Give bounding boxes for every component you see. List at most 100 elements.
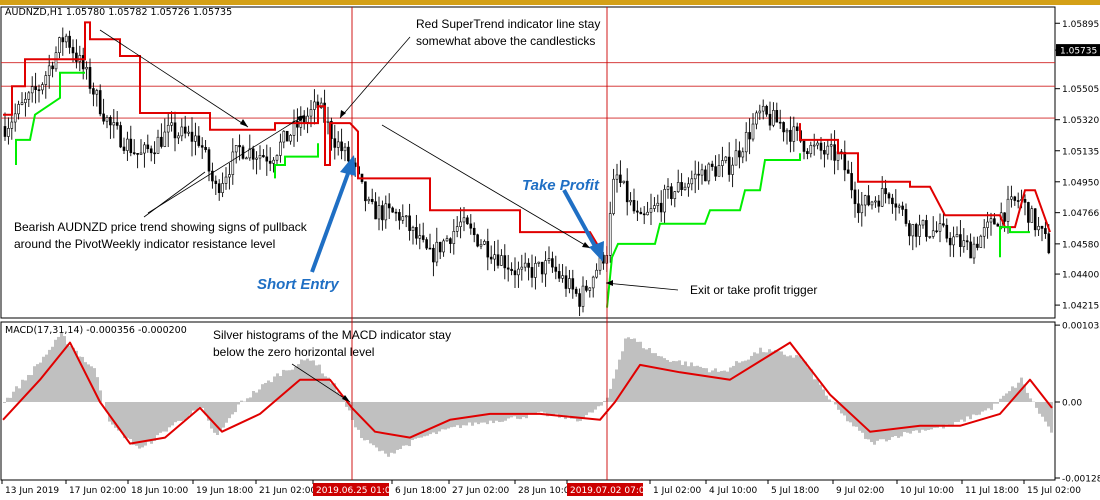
candle [173,111,177,152]
candle-body [561,275,564,279]
candle-body [187,131,190,134]
histogram-bar [783,354,786,402]
candle-body [782,122,785,133]
histogram-bar [423,402,426,437]
candle-body [20,102,24,105]
candle [483,239,486,246]
candle-body [445,238,449,242]
candle [51,61,54,78]
candle [962,228,966,253]
candle-body [268,160,272,164]
candle [717,154,721,177]
histogram-bar [480,402,483,423]
candle [506,254,510,282]
candle-body [496,254,500,266]
candle [700,163,704,185]
candle-body [279,141,282,156]
histogram-bar [42,356,45,402]
candle-body [112,122,116,126]
candle-body [850,173,853,191]
candle [289,133,292,145]
candle-body [231,151,235,175]
candle-body [211,170,214,182]
candle-body [384,203,388,221]
candle [544,251,547,287]
histogram-bar [888,402,891,440]
candle [20,92,24,106]
histogram-bar [264,382,267,402]
candle-body [30,86,34,94]
histogram-bar [621,351,624,402]
candle-body [183,126,187,134]
histogram-bar [249,397,252,402]
candle [904,203,908,227]
candle [333,124,337,160]
candle [568,269,571,294]
candle-body [962,240,966,247]
time-tick-label: 17 Jun 02:00 [69,486,126,496]
candle-body [37,89,41,91]
histogram-bar [735,361,738,402]
candle-body [500,255,503,266]
histogram-bar [48,349,51,402]
candle-body [466,217,469,225]
candle [707,162,711,185]
candle [965,235,969,251]
candle-body [367,198,371,202]
histogram-bar [24,380,27,402]
candle-body [972,243,976,259]
candle [190,117,194,157]
macd-axis: 0.001035 0.00 -0.00128 [1055,322,1100,485]
histogram-bar [402,402,405,446]
histogram-bar [558,402,561,418]
candle-body [421,235,425,240]
candle-body [122,146,126,151]
candle-body [727,156,731,175]
candle [476,233,479,248]
histogram-bar [873,402,876,445]
candle-body [772,110,775,126]
candle-body [615,174,619,180]
histogram-bar [573,402,576,419]
candle-body [163,131,167,147]
candle-body [105,117,109,122]
histogram-bar [702,368,705,402]
histogram-bar [774,350,777,402]
candle [211,162,214,189]
time-tick-label: 4 Jul 10:00 [709,486,758,496]
candle [646,201,649,216]
candle [1033,208,1037,237]
candle-body [217,183,221,193]
candle [122,137,126,155]
histogram-bar [51,346,54,402]
price-tick-label: 1.05320 [1062,116,1099,126]
candle-body [785,129,789,133]
candle [231,138,235,185]
candle [387,193,391,220]
candle [653,197,656,212]
candle [374,192,377,220]
histogram-bar [273,376,276,402]
candle [877,194,881,213]
histogram-bar [267,380,270,402]
candle-body [173,122,177,139]
candle-body [404,215,408,218]
histogram-bar [657,355,660,402]
candle-body [153,152,156,155]
candle-body [874,200,877,203]
histogram-bar [600,402,603,406]
histogram-bar [1047,402,1050,427]
histogram-bar [852,402,855,427]
candle [3,112,7,141]
candle [547,246,551,264]
candle-body [935,230,938,233]
histogram-bar [885,402,888,442]
histogram-bar [789,355,792,402]
candle [469,214,473,235]
candle [466,215,469,225]
histogram-bar [690,362,693,402]
candle [591,275,595,298]
histogram-bar [534,402,537,415]
candle [1003,212,1006,232]
histogram-bar [879,402,882,440]
